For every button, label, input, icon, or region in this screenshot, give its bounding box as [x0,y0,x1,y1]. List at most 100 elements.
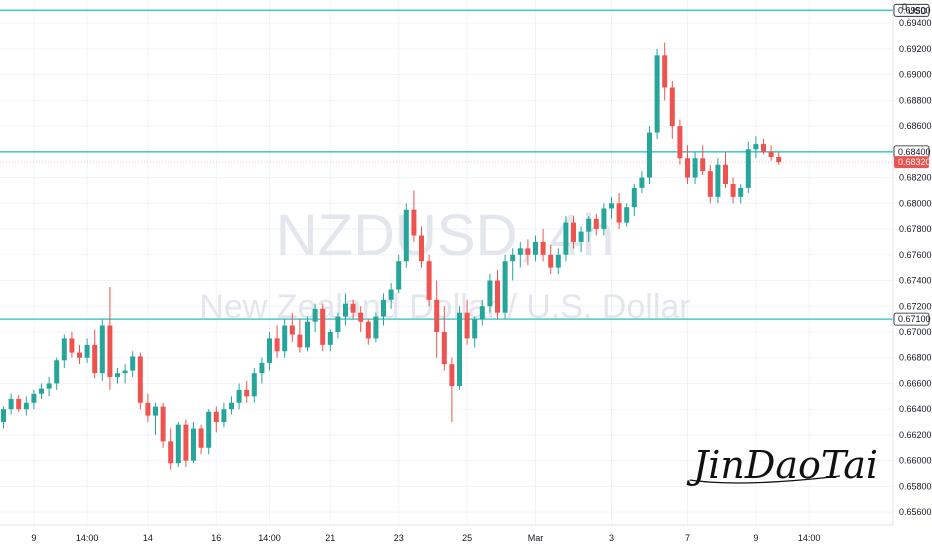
price-axis[interactable]: 0.69400 0.69200 0.69000 0.68800 0.68600 0.682… [893,3,932,517]
candle[interactable] [669,81,675,139]
candle[interactable] [730,177,736,204]
time-axis[interactable]: 9 14:00 14 16 14:00 21 23 25 Mar 3 7 9 14:00 [31,533,820,543]
candle[interactable] [365,319,371,345]
candle[interactable] [586,216,592,242]
candle[interactable] [46,377,52,397]
candle[interactable] [381,293,386,326]
candle[interactable] [700,145,706,175]
candle[interactable] [282,319,288,358]
candle[interactable] [175,422,181,468]
candle[interactable] [236,383,242,410]
candle[interactable] [396,254,402,294]
candle[interactable] [487,274,493,313]
candle[interactable] [206,409,212,455]
candle[interactable] [609,196,614,219]
candle[interactable] [54,357,60,390]
candle[interactable] [1,406,6,429]
candle[interactable] [289,312,295,343]
candlesticks[interactable] [1,42,782,470]
candle[interactable] [715,158,721,204]
candle[interactable] [84,338,90,363]
candle[interactable] [639,171,645,194]
candle[interactable] [137,352,143,410]
candle[interactable] [267,331,272,371]
candle[interactable] [183,419,189,468]
candle[interactable] [434,280,440,358]
candle[interactable] [411,190,417,242]
candle[interactable] [191,422,196,464]
horizontal-lines[interactable] [0,9,893,320]
candle[interactable] [77,344,82,365]
candle[interactable] [761,138,766,155]
candle[interactable] [130,351,136,378]
candle[interactable] [305,316,310,352]
candle[interactable] [69,331,75,358]
candle[interactable] [31,389,37,410]
candle[interactable] [776,151,782,165]
candle[interactable] [297,319,303,353]
candle[interactable] [654,48,660,139]
candle[interactable] [343,293,348,326]
candle[interactable] [99,319,105,381]
candle[interactable] [457,306,462,390]
candle[interactable] [312,303,318,332]
candle[interactable] [662,42,668,101]
candle[interactable] [540,229,546,262]
candle[interactable] [502,254,508,320]
candle[interactable] [685,145,690,185]
candle[interactable] [647,126,652,185]
candle[interactable] [593,213,599,236]
candle[interactable] [441,306,447,371]
candle[interactable] [692,151,698,185]
candle[interactable] [39,383,44,399]
candle[interactable] [213,406,219,433]
candle[interactable] [198,424,204,455]
candle[interactable] [259,357,265,384]
candle[interactable] [16,395,22,412]
candle[interactable] [388,283,394,309]
candle[interactable] [745,141,751,194]
candle[interactable] [168,428,174,470]
candle[interactable] [145,393,151,423]
candle[interactable] [533,235,538,262]
candle[interactable] [464,299,470,345]
candle[interactable] [738,184,744,204]
candle[interactable] [472,316,478,348]
candle[interactable] [601,203,607,236]
candle[interactable] [23,396,29,416]
candle[interactable] [563,216,569,262]
candle[interactable] [677,119,683,165]
candle[interactable] [578,226,584,253]
candle[interactable] [403,203,409,268]
candle[interactable] [616,193,622,230]
candle[interactable] [426,254,432,307]
candle[interactable] [274,325,280,358]
candle[interactable] [525,239,531,266]
candle[interactable] [449,357,455,423]
candle[interactable] [115,368,120,384]
candle[interactable] [350,299,356,320]
candle[interactable] [510,248,516,281]
candle[interactable] [624,203,630,227]
candle[interactable] [723,151,728,188]
candle[interactable] [479,299,485,326]
candle[interactable] [61,334,67,369]
candle[interactable] [122,364,128,384]
candle[interactable] [221,402,227,428]
candle[interactable] [327,329,333,352]
candle[interactable] [229,396,234,415]
candle[interactable] [92,329,98,379]
candle[interactable] [517,241,523,268]
candle[interactable] [244,380,250,403]
candle[interactable] [571,216,576,249]
candle[interactable] [335,312,341,339]
candle[interactable] [419,226,424,268]
candle[interactable] [160,402,166,448]
candle[interactable] [251,368,257,403]
candle[interactable] [631,184,637,217]
candle[interactable] [320,303,326,352]
candle[interactable] [768,145,774,161]
candle[interactable] [495,270,500,320]
